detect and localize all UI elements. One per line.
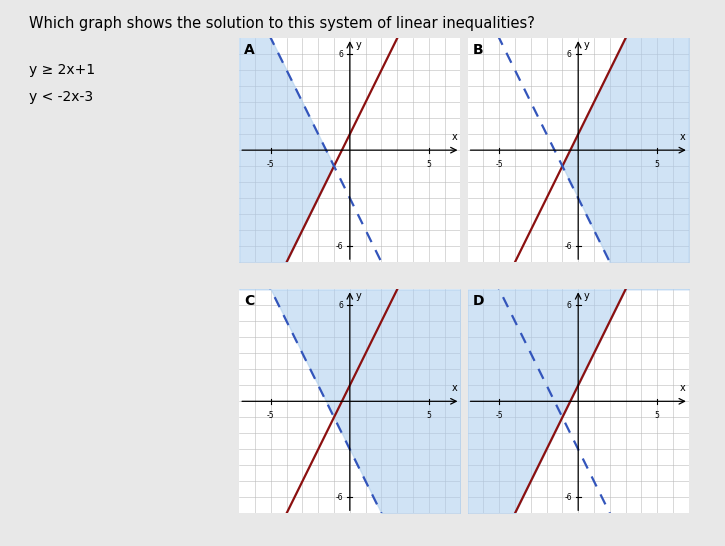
Text: 5: 5 xyxy=(655,411,660,420)
Text: 6: 6 xyxy=(567,50,572,59)
Text: y: y xyxy=(355,40,361,50)
Text: B: B xyxy=(473,43,483,57)
Text: -6: -6 xyxy=(564,492,572,502)
Text: 6: 6 xyxy=(567,301,572,310)
Text: x: x xyxy=(452,383,457,393)
Text: 5: 5 xyxy=(655,160,660,169)
Text: x: x xyxy=(680,383,686,393)
Text: -5: -5 xyxy=(267,411,275,420)
Text: 6: 6 xyxy=(339,301,344,310)
Text: C: C xyxy=(244,294,254,308)
Text: y: y xyxy=(584,291,589,301)
Text: y < -2x-3: y < -2x-3 xyxy=(29,90,93,104)
Text: -5: -5 xyxy=(267,160,275,169)
Text: x: x xyxy=(452,132,457,142)
Text: -6: -6 xyxy=(336,241,344,251)
Text: A: A xyxy=(244,43,254,57)
Text: y ≥ 2x+1: y ≥ 2x+1 xyxy=(29,63,95,77)
Text: -5: -5 xyxy=(495,411,503,420)
Text: x: x xyxy=(680,132,686,142)
Text: y: y xyxy=(584,40,589,50)
Text: 5: 5 xyxy=(426,411,431,420)
Text: 6: 6 xyxy=(339,50,344,59)
Text: -5: -5 xyxy=(495,160,503,169)
Text: -6: -6 xyxy=(564,241,572,251)
Text: D: D xyxy=(473,294,484,308)
Text: 5: 5 xyxy=(426,160,431,169)
Text: Which graph shows the solution to this system of linear inequalities?: Which graph shows the solution to this s… xyxy=(29,16,535,31)
Text: y: y xyxy=(355,291,361,301)
Text: -6: -6 xyxy=(336,492,344,502)
